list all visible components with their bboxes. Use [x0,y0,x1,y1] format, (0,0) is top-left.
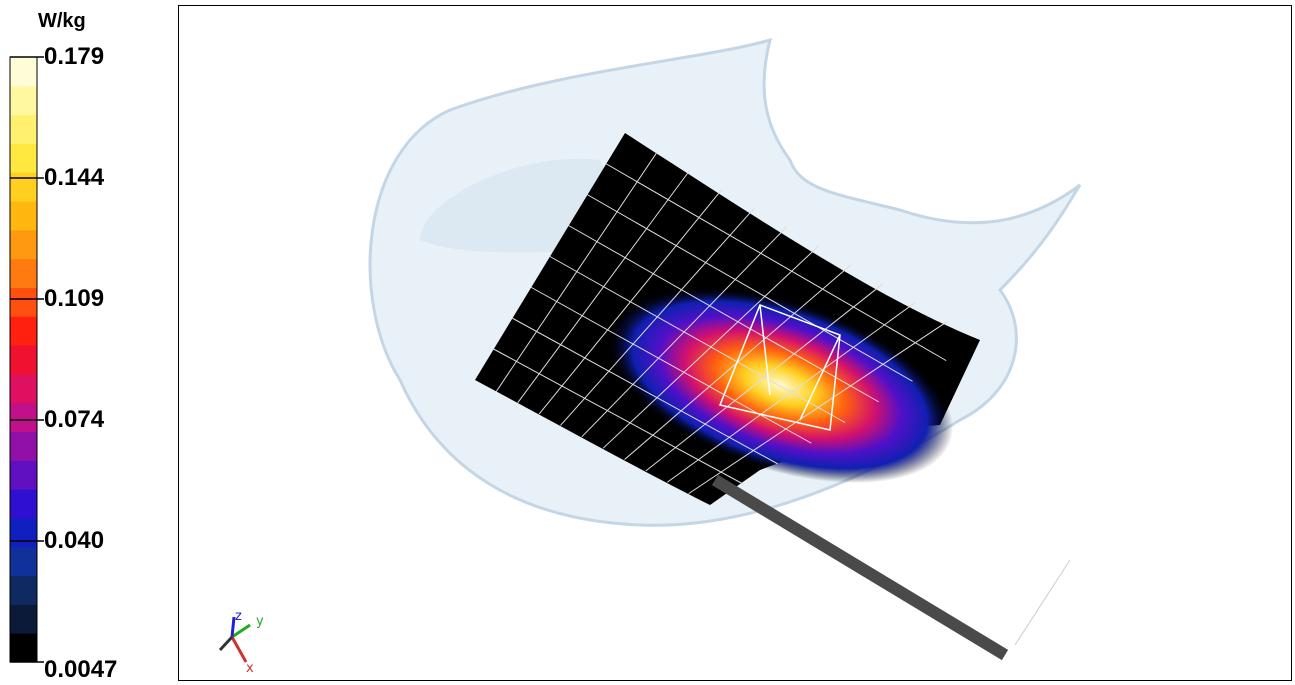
grid-line [512,317,778,465]
legend-label: 0.074 [44,406,105,433]
zoom-cube [718,304,841,431]
color-band [10,575,37,605]
axis-y: y [256,614,264,629]
scene: z y x [218,37,1082,676]
color-band [10,546,37,577]
color-band [10,431,37,461]
color-band [10,258,37,288]
color-band [10,633,37,663]
color-band [10,287,37,317]
probe-edge [1014,559,1071,646]
legend-label: 0.179 [44,43,105,70]
grid [493,151,949,495]
legend-label: 0.040 [44,527,105,554]
axis-x: x [246,661,254,676]
grid-line [605,163,947,362]
sar-hotspot [606,286,954,484]
probe [711,474,1009,661]
color-band [10,460,37,490]
color-band [10,114,37,144]
color-band [10,604,37,634]
axis-z: z [235,609,242,624]
color-band [10,201,37,231]
legend-label: 0.144 [44,164,105,191]
legend-unit: W/kg [38,10,86,32]
color-band [10,85,37,116]
color-band [10,229,37,260]
legend-label: 0.109 [44,285,105,312]
legend-label: 0.0047 [44,656,118,683]
grid-line [587,194,913,382]
grid-line [549,256,846,423]
color-band [10,517,37,548]
color-band [10,489,37,519]
colorbar [9,56,44,663]
color-band [10,345,37,375]
grid-line [568,225,879,403]
color-band [10,402,37,433]
grid-line [493,348,744,485]
grid-line [531,286,812,444]
viewport: z y x [178,5,1292,681]
axis-triad: z y x [218,609,264,676]
color-band [10,57,37,87]
color-band [10,316,37,346]
color-band [10,143,37,173]
color-band [10,373,37,404]
color-band [10,172,37,202]
